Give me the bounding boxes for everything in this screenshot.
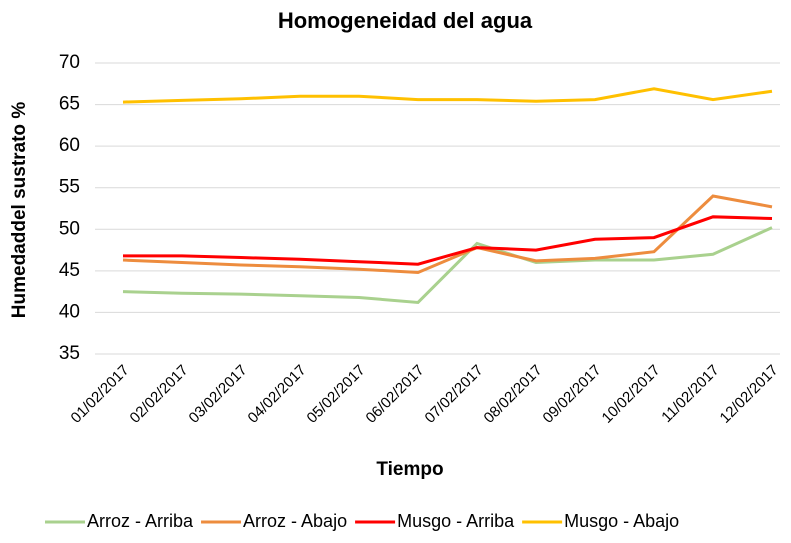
legend-label: Musgo - Abajo xyxy=(564,511,679,531)
y-axis-title: Humedaddel sustrato % xyxy=(9,102,30,319)
x-tick-label: 10/02/2017 xyxy=(599,362,664,427)
x-tick-label: 06/02/2017 xyxy=(363,362,428,427)
x-tick-label: 04/02/2017 xyxy=(245,362,310,427)
x-tick-label: 12/02/2017 xyxy=(717,362,782,427)
y-tick-label: 65 xyxy=(59,94,80,115)
series-line xyxy=(123,215,773,266)
chart-title: Homogeneidad del agua xyxy=(278,8,533,33)
legend-label: Musgo - Arriba xyxy=(397,511,515,531)
series-line xyxy=(122,194,773,275)
x-tick-label: 09/02/2017 xyxy=(540,362,605,427)
x-tick-label: 07/02/2017 xyxy=(422,362,487,427)
y-tick-label: 50 xyxy=(59,218,80,239)
legend-label: Arroz - Abajo xyxy=(243,511,347,531)
series-line xyxy=(122,226,773,305)
y-tick-label: 40 xyxy=(59,301,80,322)
y-tick-label: 35 xyxy=(59,343,80,364)
legend-label: Arroz - Arriba xyxy=(87,511,194,531)
x-tick-label: 02/02/2017 xyxy=(127,362,192,427)
x-axis-title: Tiempo xyxy=(376,459,443,480)
x-tick-label: 03/02/2017 xyxy=(186,362,251,427)
y-tick-label: 55 xyxy=(59,177,80,198)
x-tick-label: 01/02/2017 xyxy=(68,362,133,427)
y-tick-label: 70 xyxy=(59,52,80,73)
x-tick-label: 05/02/2017 xyxy=(304,362,369,427)
y-tick-label: 60 xyxy=(59,135,80,156)
x-tick-label: 08/02/2017 xyxy=(481,362,546,427)
x-tick-label: 11/02/2017 xyxy=(658,362,722,426)
series-line xyxy=(122,87,773,104)
y-tick-label: 45 xyxy=(59,260,80,281)
